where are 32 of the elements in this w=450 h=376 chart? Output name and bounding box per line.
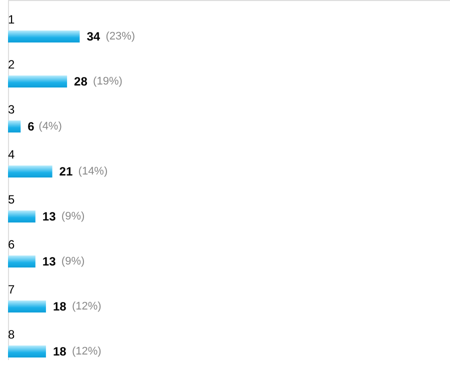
bar [8,76,68,88]
annotation: (9%) [61,256,85,268]
data-label: 28 [74,74,88,88]
annotation: (23%) [106,30,136,42]
y-tick-label: 3 [8,102,15,116]
bar [8,30,80,42]
bar [8,210,36,222]
bar [8,346,46,358]
data-label: 34 [86,30,100,44]
annotation: (12%) [72,300,102,312]
y-tick-label: 6 [8,238,15,252]
data-label: 13 [42,210,56,224]
y-tick-label: 1 [8,12,15,26]
data-label: 18 [52,344,67,358]
y-tick-label: 4 [8,148,15,162]
annotation: (19%) [93,76,122,88]
y-tick-label: 5 [8,192,15,206]
y-tick-label: 7 [8,282,15,296]
annotation: (14%) [78,166,108,178]
data-label: 13 [42,254,56,268]
data-label: 6 [28,120,35,134]
data-label: 21 [59,164,73,178]
bar [8,300,46,312]
annotation: (4%) [38,120,62,132]
bar [8,120,21,132]
annotation: (9%) [61,210,85,222]
y-tick-label: 2 [8,58,15,72]
data-label: 18 [52,300,67,314]
annotation: (12%) [72,346,102,358]
bar [8,256,36,268]
bar [8,166,52,178]
y-tick-label: 8 [8,328,15,342]
